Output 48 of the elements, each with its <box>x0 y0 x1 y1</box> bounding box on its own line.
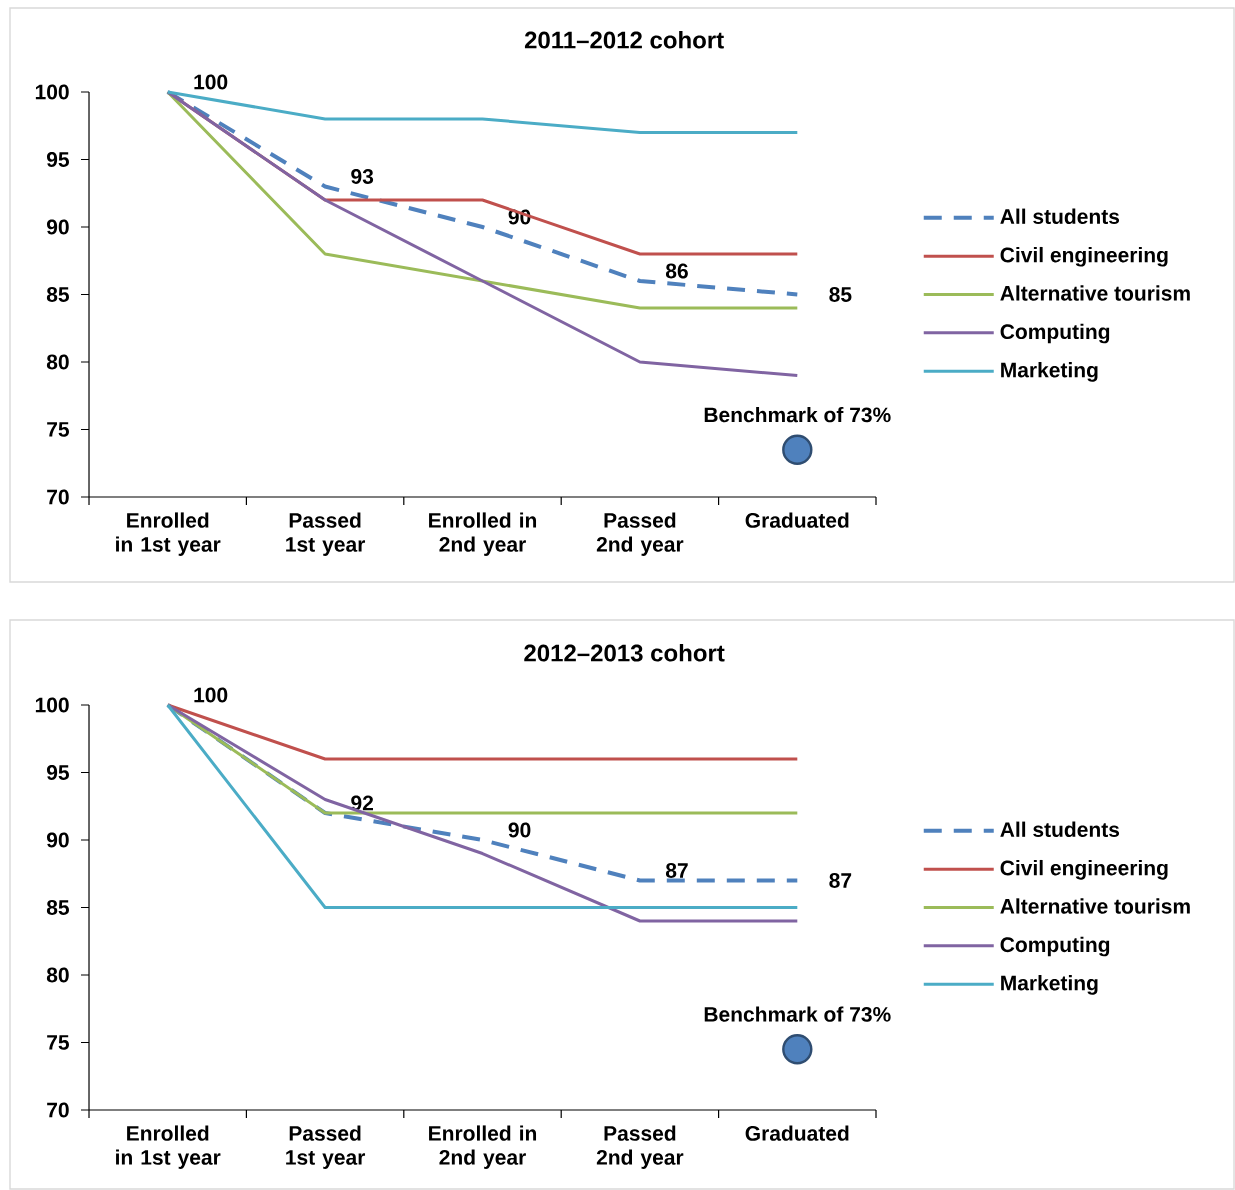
legend-label: Alternative tourism <box>1000 285 1190 301</box>
y-tick-label: 95 <box>46 152 69 167</box>
data-label: 100 <box>194 74 228 90</box>
data-label: 100 <box>194 687 228 703</box>
y-tick-label: 95 <box>46 765 69 780</box>
y-tick-label: 75 <box>47 1035 69 1050</box>
legend-label: All students <box>1000 208 1120 225</box>
legend-label: Computing <box>1000 936 1110 957</box>
legend-label: Civil engineering <box>1000 859 1168 880</box>
data-label: 87 <box>829 873 852 888</box>
legend-label: Civil engineering <box>1000 246 1168 267</box>
y-tick-label: 70 <box>47 489 69 505</box>
legend-label: Marketing <box>1001 975 1098 995</box>
y-tick-label: 85 <box>46 900 69 915</box>
x-tick-label: Passed 2nd year <box>596 512 684 556</box>
y-tick-label: 80 <box>46 354 69 370</box>
data-label: 92 <box>351 795 373 811</box>
line-series <box>166 90 799 377</box>
x-tick-label: Graduated <box>745 512 849 528</box>
x-tick-label: Passed 1st year <box>286 1125 366 1169</box>
series-label: Benchmark of 73% <box>704 1006 891 1022</box>
x-tick-label: Enrolled in 1st year <box>116 512 221 556</box>
data-label: 87 <box>665 863 688 878</box>
data-label: 90 <box>508 822 531 838</box>
y-tick-label: 85 <box>46 287 69 302</box>
x-tick-label: Enrolled in 2nd year <box>429 512 537 556</box>
x-tick-label: Passed 1st year <box>286 512 366 556</box>
x-tick-label: Enrolled in 1st year <box>116 1125 221 1169</box>
legend-label: Marketing <box>1001 362 1098 382</box>
legend-label: Alternative tourism <box>1000 898 1190 914</box>
y-tick-label: 75 <box>47 422 69 437</box>
data-label: 85 <box>829 287 852 302</box>
y-tick-label: 90 <box>46 219 69 235</box>
y-tick-label: 100 <box>35 697 69 713</box>
x-tick-label: Enrolled in 2nd year <box>429 1125 537 1169</box>
chart-title: 2011–2012 cohort <box>524 30 724 49</box>
y-tick-label: 80 <box>46 967 69 983</box>
data-label: 86 <box>665 263 688 279</box>
y-tick-label: 100 <box>35 84 69 100</box>
y-tick-label: 90 <box>46 832 69 848</box>
chart-title: 2012–2013 cohort <box>524 643 725 662</box>
y-tick-label: 70 <box>47 1102 69 1118</box>
data-label: 93 <box>351 169 374 184</box>
series-label: Benchmark of 73% <box>704 406 891 423</box>
legend-label: Computing <box>1000 323 1110 344</box>
x-tick-label: Graduated <box>745 1125 849 1141</box>
x-tick-label: Passed 2nd year <box>596 1125 684 1169</box>
legend-label: All students <box>1000 821 1120 838</box>
